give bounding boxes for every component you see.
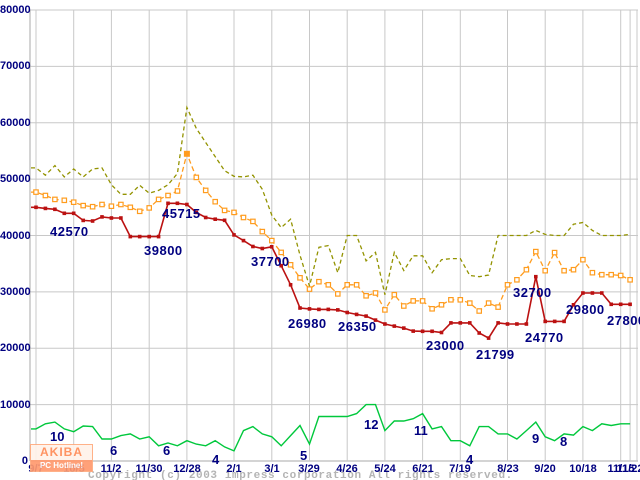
x-axis-tick-label: 11/30 (135, 463, 163, 475)
shop-count-label: 6 (110, 443, 118, 458)
lowest-price-value-label: 24770 (525, 330, 564, 345)
lowest-price-value-label: 27800 (607, 313, 640, 328)
shop-count-label: 8 (560, 434, 568, 449)
x-axis-tick-label: 12/28 (173, 463, 201, 475)
y-axis-tick-label: 0 (21, 455, 28, 467)
lowest-price-value-label: 37700 (251, 254, 290, 269)
y-axis-tick-label: 50000 (0, 173, 31, 185)
shop-count-label: 10 (50, 429, 65, 444)
x-axis-tick-label: 3/1 (264, 463, 280, 475)
shop-count-label: 11 (414, 423, 428, 438)
lowest-price-value-label: 29800 (566, 302, 605, 317)
lowest-price-value-label: 32700 (513, 285, 552, 300)
y-axis-tick-label: 80000 (0, 4, 31, 16)
lowest-price-value-label: 39800 (144, 243, 183, 258)
shop-count-label: 4 (212, 452, 220, 467)
x-axis-tick-label: 8/23 (497, 463, 519, 475)
y-axis-tick-label: 40000 (0, 230, 31, 242)
shop-count-label: 5 (300, 448, 308, 463)
akiba-pc-hotline-logo: AKIBA PC Hotline! (30, 444, 93, 472)
y-axis-tick-label: 60000 (0, 117, 31, 129)
watermark-line1: Copyright (c) 2003 impress corporation A… (88, 470, 513, 480)
x-axis-tick-label: 11/2 (100, 463, 122, 475)
x-axis-tick-label: 11/22 (616, 463, 640, 475)
lowest-price-value-label: 23000 (426, 338, 465, 353)
x-axis-tick-label: 6/21 (412, 463, 434, 475)
shop-count-label: 4 (466, 452, 474, 467)
shop-count-label: 6 (163, 443, 171, 458)
logo-akiba-text: AKIBA (40, 445, 83, 459)
x-axis-tick-label: 7/19 (449, 463, 471, 475)
y-axis-tick-label: 30000 (0, 286, 31, 298)
x-axis-tick-label: 10/18 (569, 463, 597, 475)
x-axis-tick-label: 4/26 (336, 463, 358, 475)
y-axis-tick-label: 10000 (0, 399, 31, 411)
x-axis-tick-label: 5/24 (374, 463, 396, 475)
logo-pc-hotline-text: PC Hotline! (31, 460, 92, 471)
x-axis-tick-label: 2/1 (226, 463, 242, 475)
lowest-price-value-label: 26350 (338, 319, 377, 334)
lowest-price-value-label: 21799 (476, 347, 515, 362)
copyright-watermark: Copyright (c) 2003 impress corporation A… (88, 446, 513, 480)
shop-count-label: 9 (532, 431, 540, 446)
y-axis-tick-label: 70000 (0, 60, 31, 72)
y-axis-tick-label: 20000 (0, 342, 31, 354)
shop-count-label: 12 (364, 417, 379, 432)
lowest-price-value-label: 26980 (288, 316, 327, 331)
x-axis-tick-label: 9/20 (534, 463, 556, 475)
lowest-price-value-label: 45715 (162, 206, 201, 221)
lowest-price-value-label: 42570 (50, 224, 89, 239)
x-axis-tick-label: 3/29 (298, 463, 320, 475)
x-axis-tick-label: 11/15 (607, 463, 635, 475)
